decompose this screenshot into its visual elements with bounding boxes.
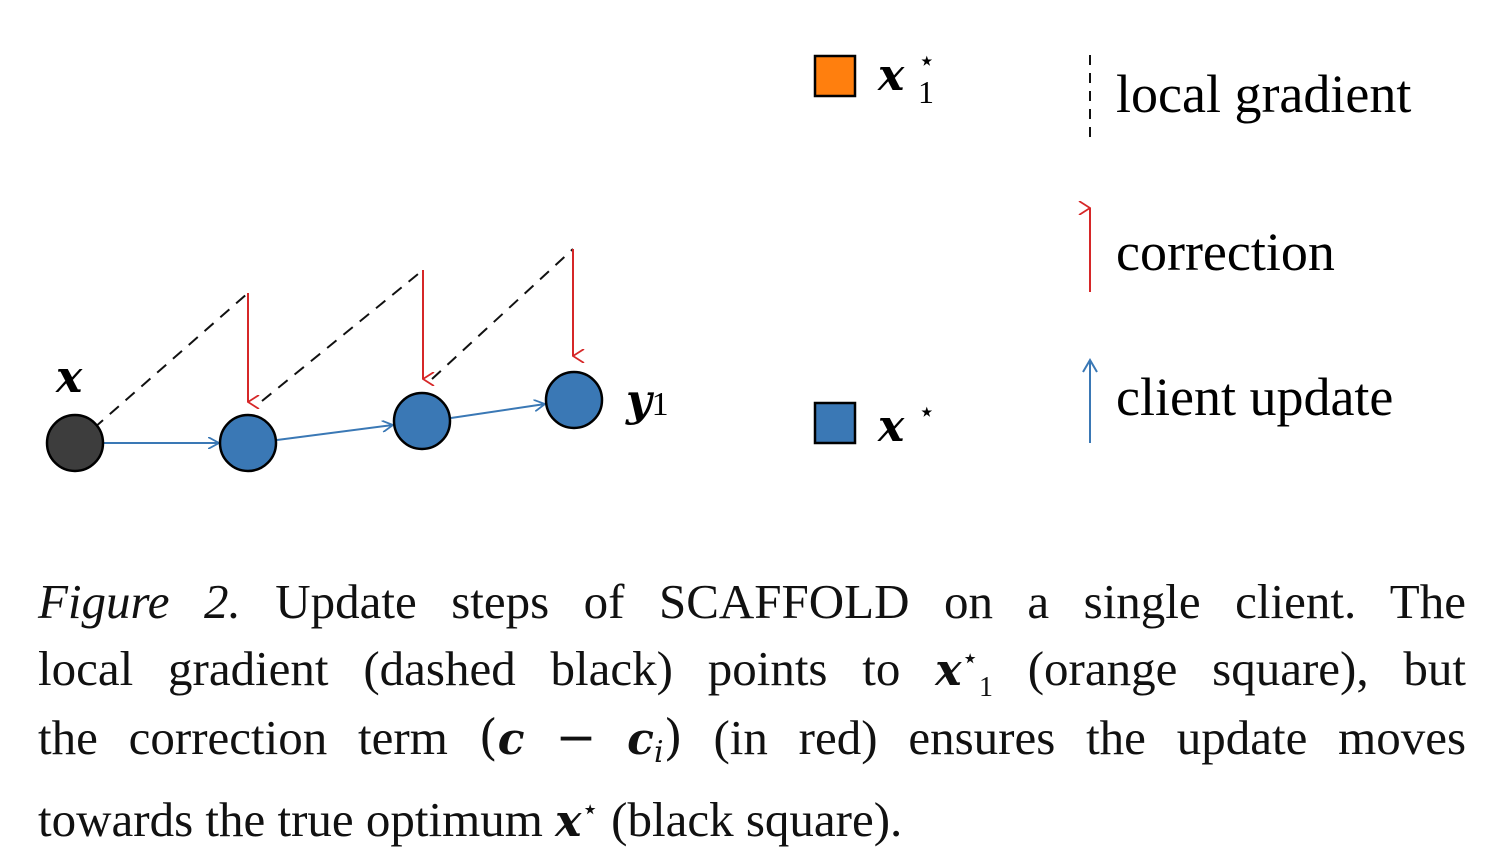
caption-figure-label: Figure 2.	[38, 574, 241, 629]
caption-line-3-pre: the correction term	[38, 710, 448, 765]
start-label: x	[55, 352, 83, 403]
step-node-1	[218, 413, 278, 473]
global-optimum-sup: ⋆	[918, 395, 936, 428]
caption-line-4-post: (black square).	[611, 792, 903, 847]
caption-local-optimum-sup: ⋆	[961, 643, 979, 675]
caption-ci-var: c	[627, 714, 654, 765]
caption-line-4-pre: towards the true optimum	[38, 792, 543, 847]
local-optimum-square	[813, 54, 857, 98]
caption-ci-sub: i	[653, 735, 664, 770]
caption-local-optimum-var: x	[935, 645, 962, 696]
local-gradient-line-1	[93, 292, 249, 429]
client-update-arrows	[104, 404, 545, 443]
local-gradient-lines	[93, 248, 574, 429]
legend-local-gradient-label: local gradient	[1116, 64, 1411, 124]
end-label: y1	[625, 375, 669, 426]
local-gradient-line-3	[431, 248, 574, 380]
start-node	[45, 413, 105, 473]
caption-line-3-post: (in red) ensures the update moves	[713, 710, 1467, 765]
caption-global-optimum-var: x	[555, 796, 582, 847]
caption-minus: −	[555, 709, 597, 766]
legend-client-update-label: client update	[1116, 367, 1393, 427]
scaffold-figure: x y1 x ⋆ 1 x ⋆ local gradient correction…	[45, 44, 1411, 473]
step-node-3	[544, 370, 604, 430]
caption-global-optimum-sup: ⋆	[581, 794, 599, 826]
caption-close-paren: )	[663, 709, 683, 766]
caption-open-paren: (	[478, 709, 498, 766]
global-optimum-label: x	[877, 401, 905, 452]
caption-line-3: the correction term (c − ci) (in red) en…	[38, 704, 1466, 786]
local-optimum-sub: 1	[918, 74, 934, 110]
caption-line-1-text: Update steps of SCAFFOLD on a single cli…	[275, 574, 1466, 629]
client-update-arrow-3	[450, 404, 545, 419]
correction-arrows	[247, 249, 573, 402]
caption-local-optimum-sub: 1	[978, 671, 993, 703]
scaffold-diagram: x y1 x ⋆ 1 x ⋆ local gradient correction…	[45, 44, 1411, 473]
local-optimum-label: x	[877, 50, 905, 101]
local-optimum-sup: ⋆	[918, 44, 936, 77]
figure-caption: Figure 2. Update steps of SCAFFOLD on a …	[38, 568, 1466, 855]
legend-correction-label: correction	[1116, 222, 1335, 282]
caption-c-var: c	[497, 714, 525, 765]
caption-line-2-post: (orange square), but	[1027, 641, 1466, 696]
local-gradient-line-2	[261, 269, 424, 402]
step-node-2	[392, 391, 452, 451]
caption-line-2: local gradient (dashed black) points to …	[38, 635, 1466, 704]
client-update-arrow-2	[276, 425, 393, 441]
global-optimum-square	[813, 401, 857, 445]
caption-line-4: towards the true optimum x⋆ (black squar…	[38, 786, 1466, 855]
caption-line-2-pre: local gradient (dashed black) points to	[38, 641, 901, 696]
caption-line-1: Figure 2. Update steps of SCAFFOLD on a …	[38, 568, 1466, 635]
legend-client-update-arrowhead	[1082, 358, 1098, 373]
